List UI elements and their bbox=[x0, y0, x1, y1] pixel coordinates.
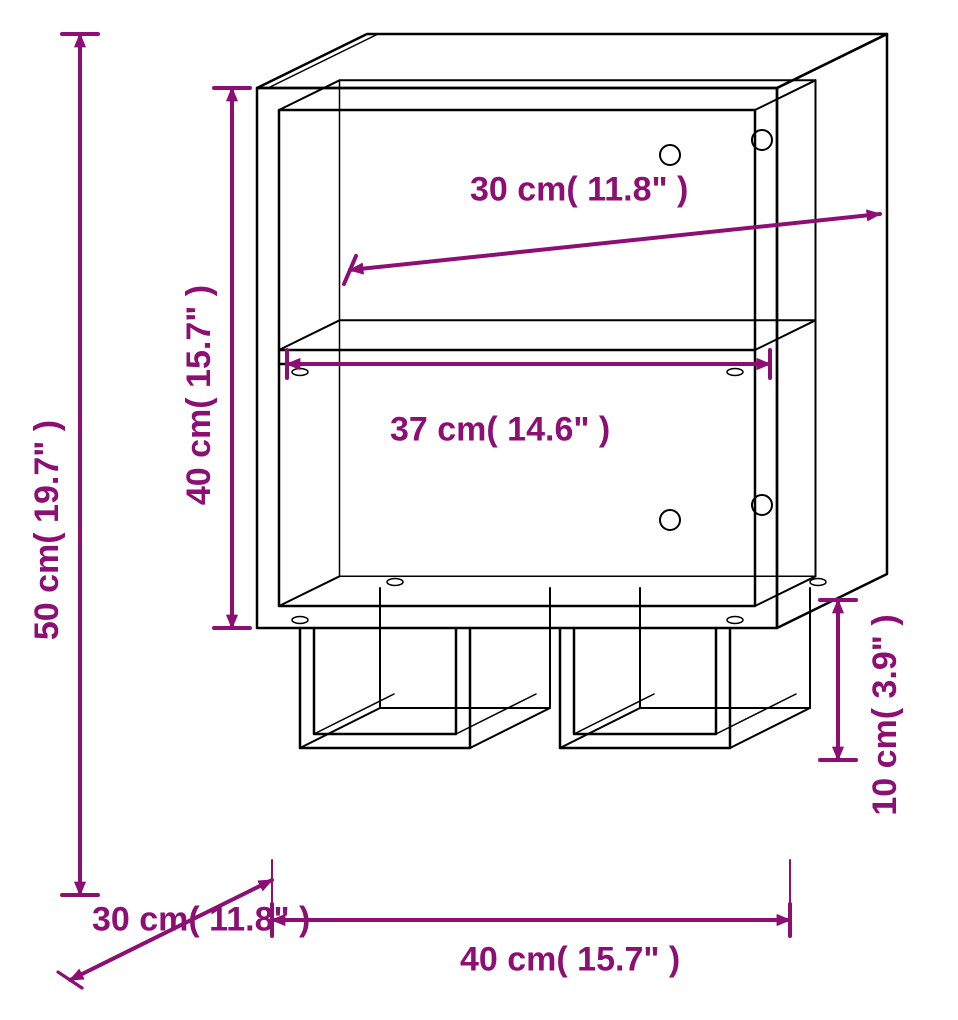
label-depth-bottom: 30 cm( 11.8" ) bbox=[92, 901, 310, 940]
label-depth-top: 30 cm( 11.8" ) bbox=[470, 171, 688, 210]
label-shelf-inner: 37 cm( 14.6" ) bbox=[390, 411, 610, 450]
label-leg-height: 10 cm( 3.9" ) bbox=[866, 614, 905, 815]
dimension-lines bbox=[0, 0, 958, 1020]
label-height-body: 40 cm( 15.7" ) bbox=[180, 285, 219, 505]
label-width-bottom: 40 cm( 15.7" ) bbox=[460, 941, 680, 980]
diagram-stage: 50 cm( 19.7" ) 40 cm( 15.7" ) 10 cm( 3.9… bbox=[0, 0, 958, 1020]
label-height-total: 50 cm( 19.7" ) bbox=[28, 420, 67, 640]
